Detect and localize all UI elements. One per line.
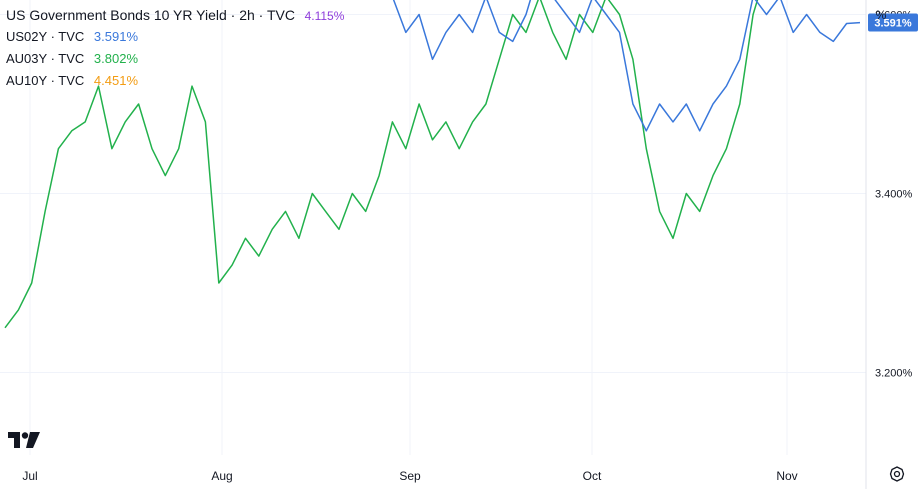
grid-lines <box>0 0 867 489</box>
settings-gear-icon[interactable] <box>889 466 905 482</box>
legend-item-au10y[interactable]: AU10Y · TVC 4.451% <box>6 70 344 92</box>
x-tick-label: Sep <box>399 469 421 483</box>
x-tick-label: Aug <box>211 469 232 483</box>
legend-label: US02Y · TVC <box>6 29 85 44</box>
tradingview-logo-icon[interactable] <box>8 432 40 448</box>
legend-item-us02y[interactable]: US02Y · TVC 3.591% <box>6 26 344 48</box>
series-line-us02y[interactable] <box>5 0 861 132</box>
legend-value: 3.591% <box>93 29 138 44</box>
chart-title-value: 4.115% <box>304 9 345 23</box>
series-line-au03y[interactable] <box>4 0 860 329</box>
legend-label: AU10Y · TVC <box>6 73 85 88</box>
legend-item-au03y[interactable]: AU03Y · TVC 3.802% <box>6 48 344 70</box>
price-tag-label: 3.591% <box>874 18 912 30</box>
legend-label: AU03Y · TVC <box>6 51 85 66</box>
y-tick-label: 3.400% <box>875 189 913 201</box>
chart-title: US Government Bonds 10 YR Yield · 2h · T… <box>6 7 295 23</box>
legend-value: 3.802% <box>93 51 138 66</box>
x-tick-label: Oct <box>583 469 602 483</box>
axis-labels: 4.400%4.200%4.000%3.600%3.400%3.200%JulA… <box>22 10 913 484</box>
series-layer <box>4 0 861 329</box>
price-tag-bg <box>868 13 918 32</box>
legend-title-row[interactable]: US Government Bonds 10 YR Yield · 2h · T… <box>6 4 344 26</box>
y-tick-label: 3.200% <box>875 368 913 380</box>
legend-value: 4.451% <box>93 73 138 88</box>
x-tick-label: Nov <box>776 469 797 483</box>
price-tags: 4.451%4.115%3.802%3.591% <box>868 13 918 32</box>
percent-scale-button[interactable]: % <box>875 8 887 22</box>
legend: US Government Bonds 10 YR Yield · 2h · T… <box>6 4 344 92</box>
x-tick-label: Jul <box>22 469 37 483</box>
